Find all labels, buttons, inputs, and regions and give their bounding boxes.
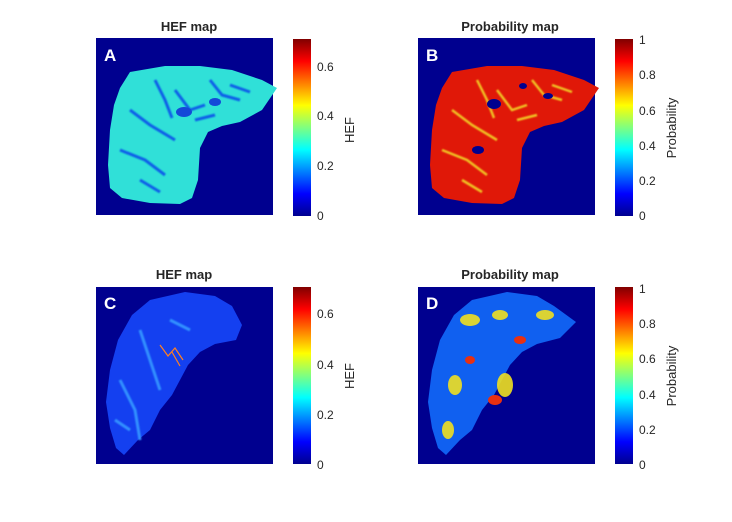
colorbar-tick-label: 1: [639, 282, 646, 296]
panel-b-colorbar-label: Probability: [664, 97, 679, 158]
colorbar-tick-label: 1: [639, 33, 646, 47]
colorbar-tick-label: 0.6: [639, 104, 656, 118]
redspot: [514, 336, 526, 344]
panel-d: Probability map D 0 0.2 0.4 0.6 0.8 1 Pr…: [418, 267, 679, 472]
hotspot: [492, 310, 508, 320]
panel-a-colorbar-label: HEF: [342, 117, 357, 143]
colorbar-tick-label: 0: [317, 209, 324, 223]
hotspot: [460, 314, 480, 326]
colorbar-tick-label: 0.2: [639, 174, 656, 188]
colorbar-tick: 0.4: [317, 109, 334, 123]
redspot: [465, 356, 475, 364]
panel-d-redspots: [465, 336, 526, 405]
panel-a-vessel-spot: [209, 98, 221, 106]
colorbar-tick-label: 0.6: [639, 352, 656, 366]
colorbar-tick: 0.6: [317, 60, 334, 74]
panel-a-title: HEF map: [161, 19, 217, 34]
colorbar-tick-label: 0.8: [639, 68, 656, 82]
colorbar-tick-label: 0.4: [639, 388, 656, 402]
colorbar-tick: 0.4: [639, 388, 656, 402]
colorbar-tick: 0.8: [639, 317, 656, 331]
colorbar-tick: 0: [639, 458, 646, 472]
colorbar-tick: 0: [639, 209, 646, 223]
colorbar-tick: 0.4: [317, 358, 334, 372]
colorbar-tick: 0.2: [639, 174, 656, 188]
panel-a-organ: [108, 66, 277, 204]
panel-a: HEF map A 0 0.2 0.4 0.6 HEF: [96, 19, 357, 223]
colorbar-tick: 0.2: [639, 423, 656, 437]
panel-c-letter: C: [104, 294, 116, 313]
panel-b-vessel-spot: [487, 99, 501, 109]
panel-a-colorbar: [293, 39, 311, 216]
panel-a-vessels: [119, 79, 251, 194]
colorbar-tick-label: 0.4: [317, 358, 334, 372]
panel-b-colorbar-ticks: 0 0.2 0.4 0.6 0.8 1: [639, 33, 656, 223]
panel-d-title: Probability map: [461, 267, 559, 282]
panel-b-colorbar: [615, 39, 633, 216]
panel-d-colorbar-label: Probability: [664, 345, 679, 406]
hotspot: [448, 375, 462, 395]
redspot: [488, 395, 502, 405]
panel-b-vessel-spot: [472, 146, 484, 154]
hotspot: [497, 373, 513, 397]
colorbar-tick-label: 0.2: [317, 159, 334, 173]
colorbar-tick-label: 0: [639, 209, 646, 223]
colorbar-tick-label: 0.4: [317, 109, 334, 123]
panel-d-letter: D: [426, 294, 438, 313]
colorbar-tick-label: 0: [317, 458, 324, 472]
colorbar-tick: 0.2: [317, 159, 334, 173]
panel-b: Probability map B 0 0.2 0.4 0.6 0.8 1 Pr…: [418, 19, 679, 223]
panel-b-vessel-spot: [543, 93, 553, 99]
panel-a-vessel-spot: [176, 107, 192, 117]
colorbar-tick: 0.2: [317, 408, 334, 422]
colorbar-tick-label: 0.4: [639, 139, 656, 153]
colorbar-tick: 0.4: [639, 139, 656, 153]
colorbar-tick: 1: [639, 282, 646, 296]
panel-b-vessels: [441, 79, 573, 194]
panel-b-letter: B: [426, 46, 438, 65]
panel-c-title: HEF map: [156, 267, 212, 282]
hotspot: [536, 310, 554, 320]
panel-d-organ: [428, 292, 576, 455]
colorbar-tick: 0.6: [317, 307, 334, 321]
colorbar-tick-label: 0.6: [317, 60, 334, 74]
colorbar-tick-label: 0.2: [317, 408, 334, 422]
panel-c-colorbar-ticks: 0 0.2 0.4 0.6: [317, 307, 334, 472]
colorbar-tick: 0.8: [639, 68, 656, 82]
colorbar-tick: 0.6: [639, 352, 656, 366]
colorbar-tick: 0.6: [639, 104, 656, 118]
hotspot: [442, 421, 454, 439]
colorbar-tick: 0: [317, 209, 324, 223]
panel-a-letter: A: [104, 46, 116, 65]
panel-c-colorbar-label: HEF: [342, 363, 357, 389]
panel-b-organ: [430, 66, 599, 204]
panel-d-colorbar: [615, 287, 633, 464]
colorbar-tick-label: 0.6: [317, 307, 334, 321]
colorbar-tick-label: 0.8: [639, 317, 656, 331]
colorbar-tick: 0: [317, 458, 324, 472]
panel-d-hotspots: [442, 310, 554, 439]
colorbar-tick-label: 0.2: [639, 423, 656, 437]
panel-c: HEF map C 0 0.2 0.4 0.6 HEF: [96, 267, 357, 472]
colorbar-tick: 1: [639, 33, 646, 47]
panel-c-vessels: [114, 318, 191, 441]
panel-b-title: Probability map: [461, 19, 559, 34]
panel-d-colorbar-ticks: 0 0.2 0.4 0.6 0.8 1: [639, 282, 656, 472]
panel-b-vessel-spot: [519, 83, 527, 89]
panel-a-colorbar-ticks: 0 0.2 0.4 0.6: [317, 60, 334, 223]
colorbar-tick-label: 0: [639, 458, 646, 472]
panel-c-noise: [159, 344, 184, 367]
panel-c-colorbar: [293, 287, 311, 464]
